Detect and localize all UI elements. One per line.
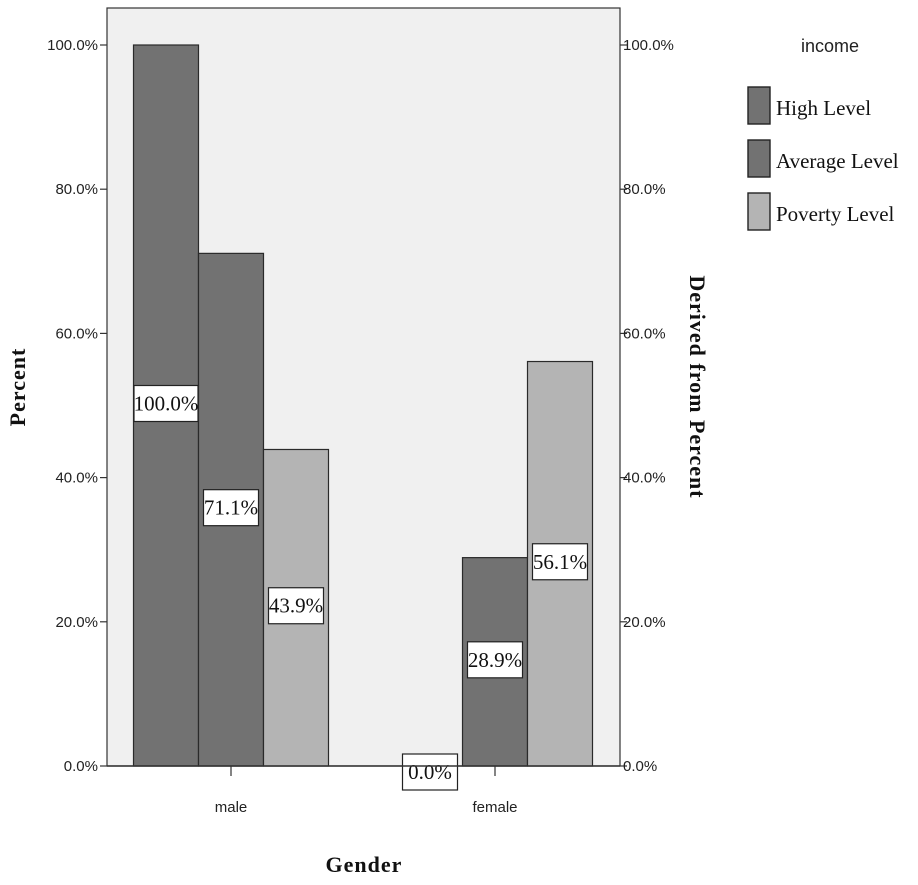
legend-swatch [747, 86, 771, 125]
legend-swatch [747, 192, 771, 231]
data-label: 56.1% [533, 550, 587, 574]
y-axis-title: Percent [5, 348, 30, 427]
data-label: 0.0% [408, 760, 452, 784]
y-tick-label-right: 80.0% [623, 181, 666, 198]
y-axis-left: 0.0% 20.0% 40.0% 60.0% 80.0% 100.0% [47, 37, 107, 775]
legend-swatch [747, 139, 771, 178]
y-tick-label-right: 60.0% [623, 325, 666, 342]
legend-label: High Level [776, 96, 871, 120]
x-tick-label: male [215, 799, 248, 816]
y-tick-label-right: 100.0% [623, 37, 674, 54]
data-label-box [466, 641, 524, 679]
data-label: 43.9% [269, 594, 323, 618]
y-tick-label-right: 20.0% [623, 614, 666, 631]
y-tick-label-left: 20.0% [55, 614, 98, 631]
y-tick-label-left: 100.0% [47, 37, 98, 54]
x-axis-title: Gender [326, 852, 403, 877]
y2-axis-title: Derived from Percent [685, 275, 710, 498]
y-tick-label-right: 40.0% [623, 470, 666, 487]
y-tick-label-right: 0.0% [623, 758, 657, 775]
y-axis-right: 0.0% 20.0% 40.0% 60.0% 80.0% 100.0% [620, 37, 674, 775]
data-label: 71.1% [204, 496, 258, 520]
data-label-box [267, 587, 325, 625]
x-tick-label: female [472, 799, 517, 816]
legend-title: income [801, 36, 859, 56]
y-tick-label-left: 0.0% [64, 758, 98, 775]
y-tick-label-left: 40.0% [55, 470, 98, 487]
bars: 100.0% 71.1% 43.9% 0.0% 28.9% 56.1% [132, 44, 594, 791]
legend: income High Level Average Level Poverty Le… [747, 36, 899, 231]
y-tick-label-left: 80.0% [55, 181, 98, 198]
x-axis: male female [107, 765, 620, 816]
data-label-box [202, 489, 260, 527]
data-label: 100.0% [134, 392, 199, 416]
data-label: 28.9% [468, 648, 522, 672]
y-tick-label-left: 60.0% [55, 325, 98, 342]
legend-label: Poverty Level [776, 202, 895, 226]
data-label-box [133, 384, 199, 423]
data-label-box [531, 543, 589, 581]
data-label-box [401, 753, 459, 791]
legend-label: Average Level [776, 149, 899, 173]
